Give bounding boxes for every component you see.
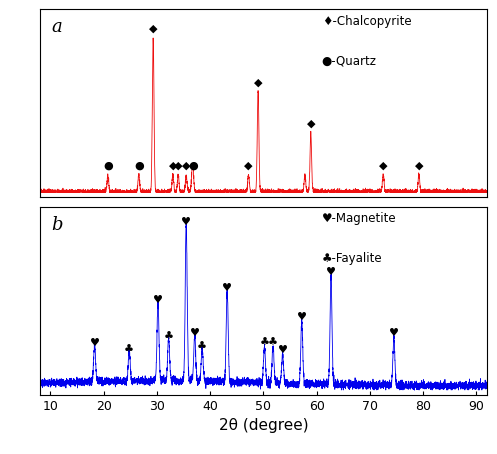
Text: ♥: ♥	[153, 295, 163, 305]
Text: b: b	[51, 216, 63, 234]
Text: ●: ●	[103, 161, 113, 171]
Text: ♥: ♥	[181, 217, 191, 227]
Text: ◆: ◆	[414, 161, 423, 171]
Text: ♥: ♥	[190, 328, 200, 338]
Text: ◆: ◆	[379, 161, 388, 171]
Text: ♣: ♣	[164, 332, 173, 342]
Text: ◆: ◆	[254, 77, 262, 87]
Text: ♥: ♥	[297, 312, 307, 322]
Text: ◆: ◆	[244, 161, 253, 171]
Text: ●: ●	[188, 161, 198, 171]
Text: ◆: ◆	[307, 119, 315, 129]
Text: ♥: ♥	[89, 338, 99, 348]
Text: ♣-Fayalite: ♣-Fayalite	[322, 252, 382, 265]
Text: ♣: ♣	[124, 345, 134, 355]
Text: ◆: ◆	[182, 161, 190, 171]
Text: ♣: ♣	[197, 342, 207, 352]
Text: ♣: ♣	[268, 338, 278, 348]
Text: ◆: ◆	[149, 24, 158, 34]
Text: ♥: ♥	[389, 328, 399, 338]
X-axis label: 2θ (degree): 2θ (degree)	[219, 419, 308, 434]
Text: ♣: ♣	[259, 338, 269, 348]
Text: ♥: ♥	[326, 266, 336, 276]
Text: ●: ●	[134, 161, 144, 171]
Text: ●-Quartz: ●-Quartz	[322, 54, 377, 67]
Text: ◆: ◆	[168, 161, 177, 171]
Text: ♦-Chalcopyrite: ♦-Chalcopyrite	[322, 15, 411, 28]
Text: ♥: ♥	[222, 283, 232, 293]
Text: ♥: ♥	[278, 345, 288, 355]
Text: a: a	[51, 19, 62, 36]
Text: ♥-Magnetite: ♥-Magnetite	[322, 212, 396, 225]
Text: ◆: ◆	[174, 161, 182, 171]
